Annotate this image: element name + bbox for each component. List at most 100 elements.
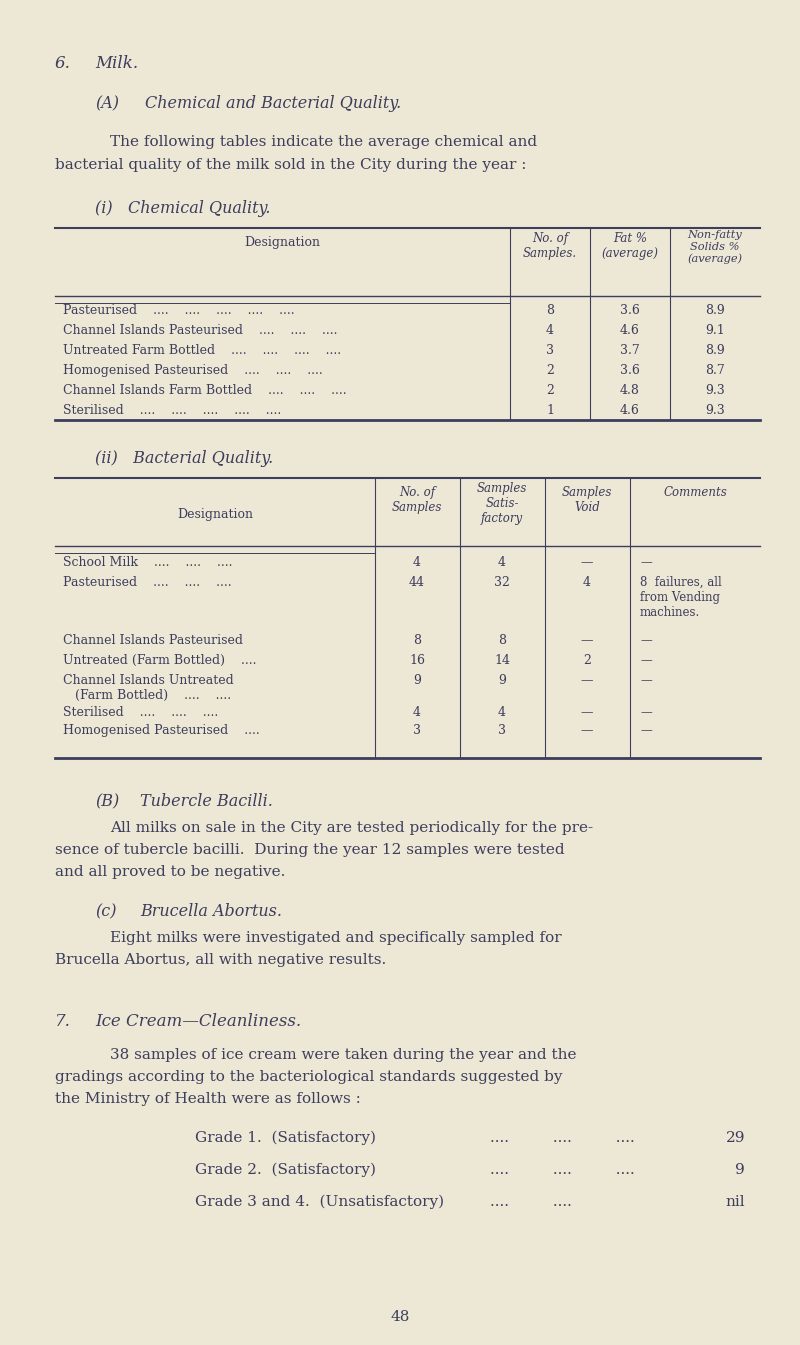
Text: 48: 48 xyxy=(390,1310,410,1323)
Text: Non-fatty
Solids %
(average): Non-fatty Solids % (average) xyxy=(687,230,742,264)
Text: Brucella Abortus.: Brucella Abortus. xyxy=(140,902,282,920)
Text: 44: 44 xyxy=(409,576,425,589)
Text: —: — xyxy=(581,706,594,720)
Text: (c): (c) xyxy=(95,902,117,920)
Text: —: — xyxy=(640,555,652,569)
Text: —: — xyxy=(640,724,652,737)
Text: Grade 3 and 4.  (Unsatisfactory): Grade 3 and 4. (Unsatisfactory) xyxy=(195,1194,444,1209)
Text: Brucella Abortus, all with negative results.: Brucella Abortus, all with negative resu… xyxy=(55,954,386,967)
Text: 29: 29 xyxy=(726,1131,745,1145)
Text: 4.6: 4.6 xyxy=(620,324,640,338)
Text: 9: 9 xyxy=(413,674,421,687)
Text: (B): (B) xyxy=(95,794,119,810)
Text: Grade 2.  (Satisfactory): Grade 2. (Satisfactory) xyxy=(195,1163,376,1177)
Text: 3.7: 3.7 xyxy=(620,344,640,356)
Text: —: — xyxy=(581,674,594,687)
Text: (A): (A) xyxy=(95,95,119,112)
Text: 4.8: 4.8 xyxy=(620,385,640,397)
Text: No. of
Samples: No. of Samples xyxy=(392,486,442,514)
Text: 4: 4 xyxy=(498,555,506,569)
Text: ....         ....: .... .... xyxy=(490,1194,572,1209)
Text: ....         ....         ....: .... .... .... xyxy=(490,1163,634,1177)
Text: Samples
Void: Samples Void xyxy=(562,486,612,514)
Text: Pasteurised    ....    ....    ....    ....    ....: Pasteurised .... .... .... .... .... xyxy=(63,304,294,317)
Text: Sterilised    ....    ....    ....    ....    ....: Sterilised .... .... .... .... .... xyxy=(63,404,282,417)
Text: gradings according to the bacteriological standards suggested by: gradings according to the bacteriologica… xyxy=(55,1071,562,1084)
Text: Homogenised Pasteurised    ....    ....    ....: Homogenised Pasteurised .... .... .... xyxy=(63,364,322,377)
Text: Grade 1.  (Satisfactory): Grade 1. (Satisfactory) xyxy=(195,1131,376,1146)
Text: 8: 8 xyxy=(498,633,506,647)
Text: 2: 2 xyxy=(546,385,554,397)
Text: Eight milks were investigated and specifically sampled for: Eight milks were investigated and specif… xyxy=(110,931,562,946)
Text: and all proved to be negative.: and all proved to be negative. xyxy=(55,865,286,880)
Text: Milk.: Milk. xyxy=(95,55,138,73)
Text: 8.7: 8.7 xyxy=(705,364,725,377)
Text: (ii)   Bacterial Quality.: (ii) Bacterial Quality. xyxy=(95,451,274,467)
Text: 8.9: 8.9 xyxy=(705,344,725,356)
Text: 4.6: 4.6 xyxy=(620,404,640,417)
Text: School Milk    ....    ....    ....: School Milk .... .... .... xyxy=(63,555,233,569)
Text: 9.3: 9.3 xyxy=(705,385,725,397)
Text: Untreated Farm Bottled    ....    ....    ....    ....: Untreated Farm Bottled .... .... .... ..… xyxy=(63,344,341,356)
Text: 4: 4 xyxy=(546,324,554,338)
Text: 3: 3 xyxy=(546,344,554,356)
Text: 16: 16 xyxy=(409,654,425,667)
Text: Comments: Comments xyxy=(663,486,727,499)
Text: Samples
Satis-
factory: Samples Satis- factory xyxy=(477,482,527,525)
Text: ....         ....         ....: .... .... .... xyxy=(490,1131,634,1145)
Text: nil: nil xyxy=(726,1194,745,1209)
Text: sence of tubercle bacilli.  During the year 12 samples were tested: sence of tubercle bacilli. During the ye… xyxy=(55,843,565,857)
Text: 2: 2 xyxy=(546,364,554,377)
Text: 3.6: 3.6 xyxy=(620,364,640,377)
Text: 4: 4 xyxy=(413,555,421,569)
Text: bacterial quality of the milk sold in the City during the year :: bacterial quality of the milk sold in th… xyxy=(55,157,526,172)
Text: the Ministry of Health were as follows :: the Ministry of Health were as follows : xyxy=(55,1092,361,1106)
Text: Fat %
(average): Fat % (average) xyxy=(602,231,658,260)
Text: 3: 3 xyxy=(413,724,421,737)
Text: 4: 4 xyxy=(583,576,591,589)
Text: Homogenised Pasteurised    ....: Homogenised Pasteurised .... xyxy=(63,724,260,737)
Text: 9.3: 9.3 xyxy=(705,404,725,417)
Text: 8.9: 8.9 xyxy=(705,304,725,317)
Text: The following tables indicate the average chemical and: The following tables indicate the averag… xyxy=(110,134,537,149)
Text: 1: 1 xyxy=(546,404,554,417)
Text: —: — xyxy=(640,654,652,667)
Text: 8: 8 xyxy=(546,304,554,317)
Text: Designation: Designation xyxy=(244,235,320,249)
Text: 14: 14 xyxy=(494,654,510,667)
Text: Pasteurised    ....    ....    ....: Pasteurised .... .... .... xyxy=(63,576,232,589)
Text: —: — xyxy=(640,633,652,647)
Text: 3: 3 xyxy=(498,724,506,737)
Text: Sterilised    ....    ....    ....: Sterilised .... .... .... xyxy=(63,706,218,720)
Text: (i)   Chemical Quality.: (i) Chemical Quality. xyxy=(95,200,270,217)
Text: Channel Islands Untreated
   (Farm Bottled)    ....    ....: Channel Islands Untreated (Farm Bottled)… xyxy=(63,674,234,702)
Text: Untreated (Farm Bottled)    ....: Untreated (Farm Bottled) .... xyxy=(63,654,257,667)
Text: 38 samples of ice cream were taken during the year and the: 38 samples of ice cream were taken durin… xyxy=(110,1048,577,1063)
Text: —: — xyxy=(581,633,594,647)
Text: Tubercle Bacilli.: Tubercle Bacilli. xyxy=(140,794,273,810)
Text: 9: 9 xyxy=(735,1163,745,1177)
Text: Ice Cream—Cleanliness.: Ice Cream—Cleanliness. xyxy=(95,1013,301,1030)
Text: Channel Islands Pasteurised: Channel Islands Pasteurised xyxy=(63,633,243,647)
Text: 3.6: 3.6 xyxy=(620,304,640,317)
Text: —: — xyxy=(640,674,652,687)
Text: 4: 4 xyxy=(498,706,506,720)
Text: No. of
Samples.: No. of Samples. xyxy=(523,231,577,260)
Text: 8  failures, all
from Vending
machines.: 8 failures, all from Vending machines. xyxy=(640,576,722,619)
Text: Chemical and Bacterial Quality.: Chemical and Bacterial Quality. xyxy=(145,95,402,112)
Text: All milks on sale in the City are tested periodically for the pre-: All milks on sale in the City are tested… xyxy=(110,820,593,835)
Text: 9: 9 xyxy=(498,674,506,687)
Text: 8: 8 xyxy=(413,633,421,647)
Text: 7.: 7. xyxy=(55,1013,71,1030)
Text: 6.: 6. xyxy=(55,55,71,73)
Text: Channel Islands Pasteurised    ....    ....    ....: Channel Islands Pasteurised .... .... ..… xyxy=(63,324,338,338)
Text: 9.1: 9.1 xyxy=(705,324,725,338)
Text: Designation: Designation xyxy=(177,508,253,521)
Text: —: — xyxy=(581,724,594,737)
Text: —: — xyxy=(640,706,652,720)
Text: 4: 4 xyxy=(413,706,421,720)
Text: 2: 2 xyxy=(583,654,591,667)
Text: —: — xyxy=(581,555,594,569)
Text: Channel Islands Farm Bottled    ....    ....    ....: Channel Islands Farm Bottled .... .... .… xyxy=(63,385,346,397)
Text: 32: 32 xyxy=(494,576,510,589)
